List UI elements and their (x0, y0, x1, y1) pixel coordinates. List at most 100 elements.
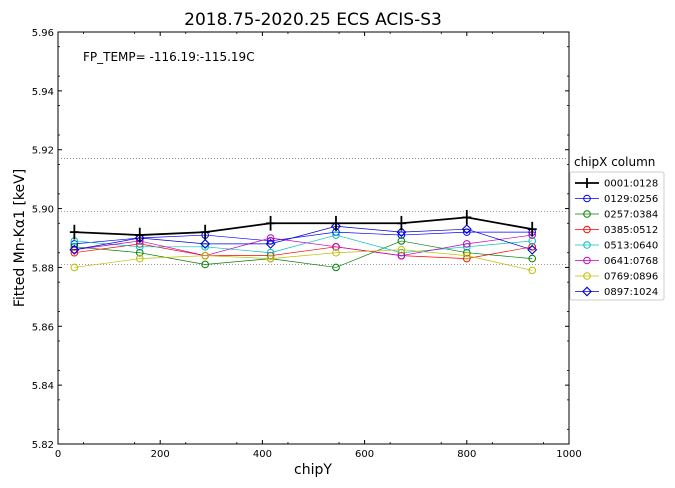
data-point (265, 238, 276, 249)
x-tick-label: 200 (151, 449, 170, 460)
data-point (528, 237, 537, 245)
data-point (135, 254, 144, 263)
data-point (528, 243, 537, 251)
y-axis: 5.82 5.84 5.86 5.88 5.90 5.92 5.94 5.96 (32, 28, 569, 451)
legend-box (569, 171, 665, 301)
y-tick-label: 5.88 (32, 263, 54, 274)
data-point (397, 231, 406, 239)
legend-label: 0641:0768 (604, 256, 658, 267)
y-tick-label: 5.84 (32, 381, 54, 392)
legend-item: 0001:0128 (575, 178, 658, 190)
legend: chipX column 0001:0128 0129:0256 0257:0384 0… (569, 155, 665, 301)
data-point (397, 245, 406, 254)
y-axis-label: Fitted Mn-Kα1 [keV] (12, 169, 28, 307)
legend-item: 0257:0384 (575, 210, 658, 221)
series-line (74, 216, 533, 236)
y-tick-label: 5.82 (32, 440, 54, 451)
plot-area (57, 31, 570, 445)
x-tick-label: 1000 (556, 449, 581, 460)
series-line (74, 234, 533, 257)
legend-marker (583, 225, 591, 234)
x-axis-label: chipY (294, 462, 332, 478)
x-tick-label: 0 (55, 449, 61, 460)
data-point (528, 254, 537, 263)
series-0257-0384 (70, 237, 537, 272)
data-point (266, 254, 275, 263)
legend-item: 0129:0256 (575, 194, 658, 205)
data-point (70, 240, 79, 248)
series-0641-0768 (70, 231, 537, 260)
x-tick-label: 600 (355, 449, 374, 460)
data-point (463, 243, 471, 251)
legend-item: 0897:1024 (575, 286, 658, 298)
legend-label: 0769:0896 (604, 272, 658, 283)
legend-label: 0001:0128 (604, 179, 658, 190)
legend-item: 0769:0896 (575, 272, 658, 283)
legend-marker (583, 194, 591, 203)
legend-item: 0513:0640 (575, 241, 658, 252)
data-point (266, 237, 275, 245)
y-tick-label: 5.94 (32, 87, 54, 98)
reference-lines (58, 158, 569, 265)
legend-marker (583, 241, 591, 249)
fp-temp-annotation: FP_TEMP= -116.19:-115.19C (83, 50, 255, 64)
legend-label: 0385:0512 (604, 225, 658, 236)
legend-title: chipX column (574, 155, 655, 169)
data-point (463, 251, 471, 260)
data-point (332, 263, 340, 272)
legend-label: 0897:1024 (604, 287, 658, 298)
legend-marker (583, 256, 591, 265)
legend-marker (583, 210, 591, 218)
x-tick-label: 800 (457, 449, 476, 460)
y-tick-label: 5.92 (32, 146, 54, 157)
data-point (332, 248, 340, 257)
y-tick-label: 5.90 (32, 205, 54, 216)
data-point (397, 251, 406, 260)
data-point (528, 266, 537, 275)
data-point (201, 243, 209, 251)
legend-label: 0513:0640 (604, 241, 658, 252)
data-point (135, 248, 144, 257)
data-point (396, 227, 407, 238)
data-point (463, 240, 471, 248)
chart-title: 2018.75-2020.25 ECS ACIS-S3 (184, 10, 442, 30)
x-tick-label: 400 (253, 449, 272, 460)
series-line (74, 240, 533, 268)
data-point (527, 244, 538, 255)
data-point (200, 238, 211, 249)
data-point (69, 244, 80, 255)
data-point (266, 248, 275, 257)
legend-label: 0257:0384 (604, 210, 658, 221)
data-point (135, 243, 144, 251)
series-0769-0896 (70, 245, 537, 275)
data-point (201, 260, 209, 269)
data-point (70, 263, 79, 272)
data-point (397, 248, 406, 257)
legend-item: 0385:0512 (575, 225, 658, 236)
data-point (461, 224, 472, 235)
x-axis: 0 200 400 600 800 1000 (55, 32, 582, 460)
data-point (266, 234, 275, 242)
legend-label: 0129:0256 (604, 194, 658, 205)
data-point (70, 248, 79, 257)
series-line (74, 225, 533, 251)
y-tick-label: 5.96 (32, 28, 54, 39)
legend-item: 0641:0768 (575, 256, 658, 267)
data-point (70, 245, 79, 254)
y-tick-label: 5.86 (32, 322, 54, 333)
data-point (397, 237, 406, 245)
series-line (74, 234, 533, 254)
series-line (74, 231, 533, 245)
series-line (74, 243, 533, 259)
series-0001-0128 (69, 210, 537, 243)
data-point (463, 254, 471, 263)
data-point (332, 243, 340, 251)
legend-marker (582, 286, 592, 297)
data-point (332, 231, 340, 239)
legend-marker (583, 272, 591, 280)
data-point (463, 228, 471, 236)
series-layer (69, 210, 538, 275)
series-line (74, 249, 533, 271)
data-point (70, 243, 79, 251)
